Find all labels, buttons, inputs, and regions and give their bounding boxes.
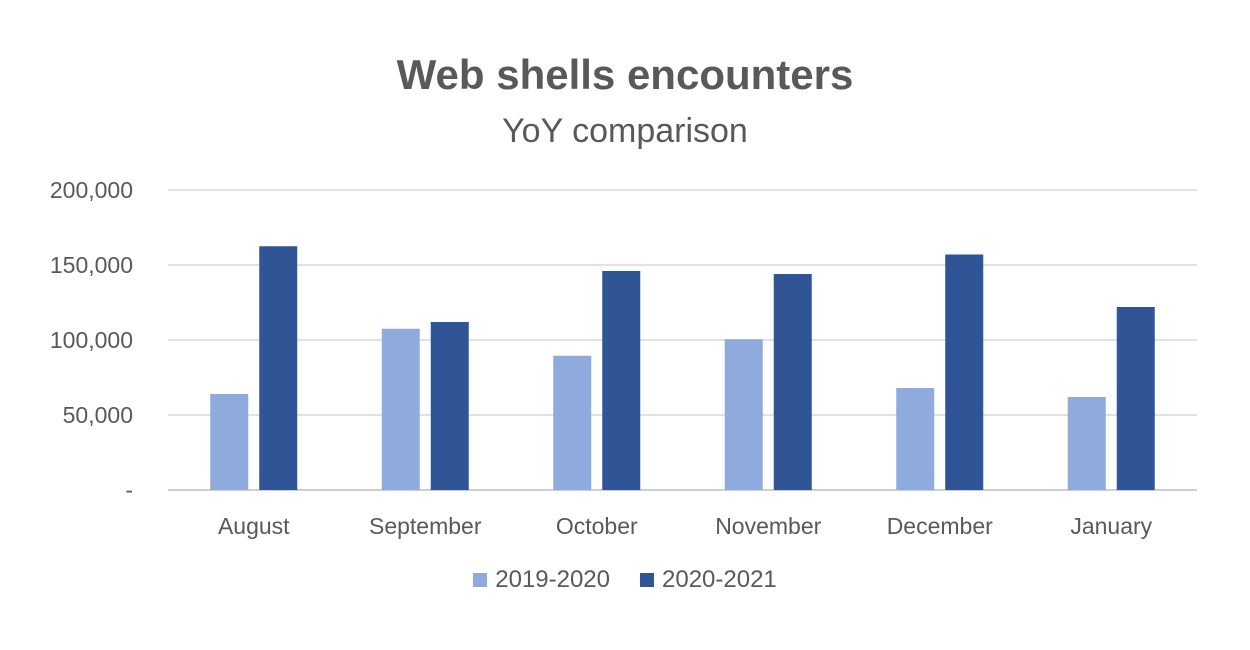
- bar-series-1-september: [381, 328, 420, 490]
- x-tick-label: December: [887, 513, 993, 539]
- bar-series-1-january: [1067, 397, 1106, 490]
- bar-series-2-november: [773, 274, 812, 490]
- bar-series-2-august: [259, 246, 298, 490]
- y-tick-label: 100,000: [50, 327, 133, 353]
- y-tick-label: 150,000: [50, 252, 133, 278]
- y-tick-label: 200,000: [50, 177, 133, 203]
- bar-series-1-november: [724, 339, 763, 490]
- bar-series-1-december: [896, 388, 935, 490]
- legend-swatch-series-1: [473, 573, 488, 587]
- bar-series-2-october: [602, 271, 641, 490]
- chart-title: Web shells encounters: [396, 51, 854, 98]
- y-tick-label: -: [125, 477, 133, 503]
- y-tick-label: 50,000: [63, 402, 133, 428]
- bar-series-2-december: [945, 254, 984, 490]
- chart-subtitle: YoY comparison: [502, 112, 748, 150]
- x-tick-label: January: [1070, 513, 1152, 539]
- bar-series-2-september: [430, 322, 469, 490]
- x-tick-label: October: [556, 513, 638, 539]
- bar-series-1-october: [553, 355, 592, 490]
- x-tick-label: September: [369, 513, 482, 539]
- x-tick-label: November: [715, 513, 821, 539]
- x-tick-label: August: [218, 513, 290, 539]
- bar-series-2-january: [1116, 307, 1155, 490]
- legend-label-series-1: 2019-2020: [495, 566, 610, 593]
- legend: 2019-2020 2020-2021: [0, 566, 1250, 594]
- legend-item-series-1: 2019-2020: [473, 566, 610, 594]
- legend-item-series-2: 2020-2021: [640, 566, 777, 594]
- bar-series-1-august: [210, 394, 249, 490]
- legend-swatch-series-2: [640, 573, 654, 587]
- legend-label-series-2: 2020-2021: [662, 566, 777, 593]
